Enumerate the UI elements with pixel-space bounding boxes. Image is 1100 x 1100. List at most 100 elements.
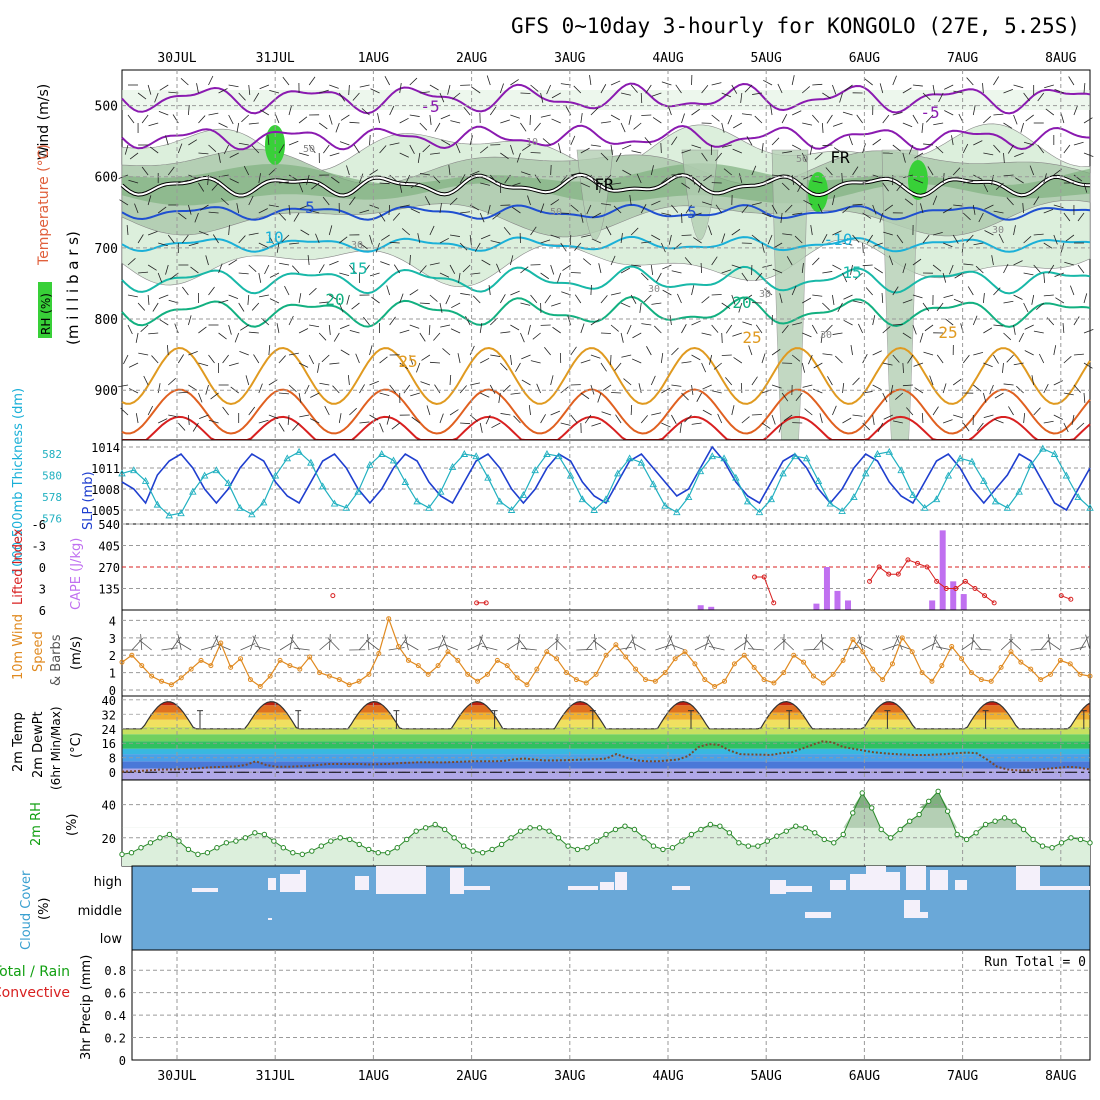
wind-barb: [600, 84, 607, 94]
wind-barb: [1053, 234, 1058, 245]
wind-barb: [440, 324, 451, 328]
wind-barb: [967, 286, 974, 296]
wind-barb: [491, 422, 501, 429]
run-total: Run Total = 0: [984, 955, 1086, 970]
wind-barb: [839, 92, 843, 103]
wind-barb: [733, 357, 743, 364]
wind-barb: [661, 387, 671, 394]
wind-barb: [620, 302, 631, 308]
wind-barb: [858, 323, 863, 334]
wind-barb: [640, 415, 648, 424]
wind-barb: [972, 315, 978, 326]
wind-barb: [610, 255, 616, 266]
wind-barb: [188, 351, 198, 356]
li-point: [867, 578, 873, 584]
isotherm-label-15: 50: [303, 144, 315, 155]
wind-barb: [700, 262, 702, 274]
wind-speed-point: [810, 673, 816, 679]
wind-barb: [882, 362, 893, 366]
wind-barb: [369, 234, 373, 245]
wind-barb: [942, 242, 953, 248]
pressure-tick-500: 500: [95, 100, 118, 115]
wind-speed-point: [672, 656, 678, 662]
wind-barb: [862, 264, 873, 267]
wind-barb: [982, 83, 984, 94]
wind-barb: [631, 264, 642, 267]
wind-speed-point: [534, 666, 540, 672]
cloud-mid-0: [805, 912, 831, 918]
wind-speed-point: [870, 666, 876, 672]
wind-barb: [282, 76, 290, 86]
thickness-point: [342, 503, 351, 511]
wind-barb: [540, 414, 546, 424]
wind-barb: [640, 204, 647, 214]
temp-band-6: [122, 726, 1090, 735]
wind-barb: [702, 384, 712, 390]
thickness-axis-label: 1000-500mb Thickness (dm): [11, 388, 26, 575]
wind-barb: [159, 319, 169, 326]
wind-barb: [499, 294, 506, 304]
wind-barb: [872, 384, 882, 391]
wind-barb: [168, 414, 179, 418]
wind-barb: [889, 255, 894, 266]
wind-barb: [852, 300, 863, 304]
wind-barb: [120, 407, 129, 416]
surface-barb: [554, 638, 567, 651]
wind-barb: [429, 262, 440, 266]
wind-barb: [832, 405, 837, 416]
isotherm-warm-1: [121, 388, 1091, 435]
wind-barb: [420, 381, 431, 386]
wind-barb: [701, 332, 712, 336]
wind-barb: [319, 382, 330, 386]
wind-barb: [913, 362, 924, 367]
wind-barb: [962, 354, 970, 364]
isotherm-label-7: 15: [842, 263, 861, 282]
wind-barb: [379, 392, 390, 396]
wind-barb: [1083, 329, 1094, 334]
wind-barb: [912, 258, 922, 266]
wind-barb: [359, 384, 365, 394]
wind-barb: [196, 83, 199, 94]
surface-barb: [631, 634, 637, 651]
rh-point: [233, 838, 239, 844]
wind-barb: [892, 286, 899, 296]
wind-barb: [496, 263, 501, 274]
wind-barb: [802, 122, 813, 126]
wind-barb: [550, 164, 552, 176]
wind-barb: [298, 293, 302, 304]
thickness-point: [696, 467, 705, 475]
wind-barb: [691, 144, 702, 149]
li-point: [876, 564, 882, 570]
rh-point: [831, 840, 837, 846]
wind-barb: [741, 416, 750, 424]
thickness-point: [389, 456, 398, 464]
wind-barb: [417, 152, 421, 163]
wind-barb: [328, 114, 333, 125]
wind-barb: [973, 242, 984, 246]
isotherm-label-0: -5: [420, 97, 439, 116]
rh-point: [489, 846, 495, 853]
wind-barb: [801, 263, 804, 274]
rh-point: [925, 798, 932, 804]
rh-point: [508, 835, 514, 841]
isotherm-label-8: 20: [325, 290, 344, 309]
wind-barb: [127, 114, 135, 124]
wind-barb: [742, 321, 753, 326]
wind-barb: [877, 422, 884, 433]
rh-point: [982, 821, 989, 828]
surface-barb: [516, 634, 521, 651]
wind-barb: [198, 115, 206, 124]
wind-speed-point: [247, 677, 253, 683]
wind-barb: [872, 204, 877, 215]
wind-barb: [611, 182, 622, 185]
surface-barb: [743, 637, 755, 651]
rh-point: [774, 833, 780, 839]
wind-barb: [684, 257, 692, 266]
wind-barb: [802, 297, 812, 304]
wind-barb: [560, 212, 571, 214]
wind-barb: [963, 180, 974, 184]
wind-barb: [399, 293, 404, 304]
thickness-point: [838, 507, 846, 515]
wind-barb: [953, 90, 964, 94]
wind-speed-point: [741, 652, 747, 658]
